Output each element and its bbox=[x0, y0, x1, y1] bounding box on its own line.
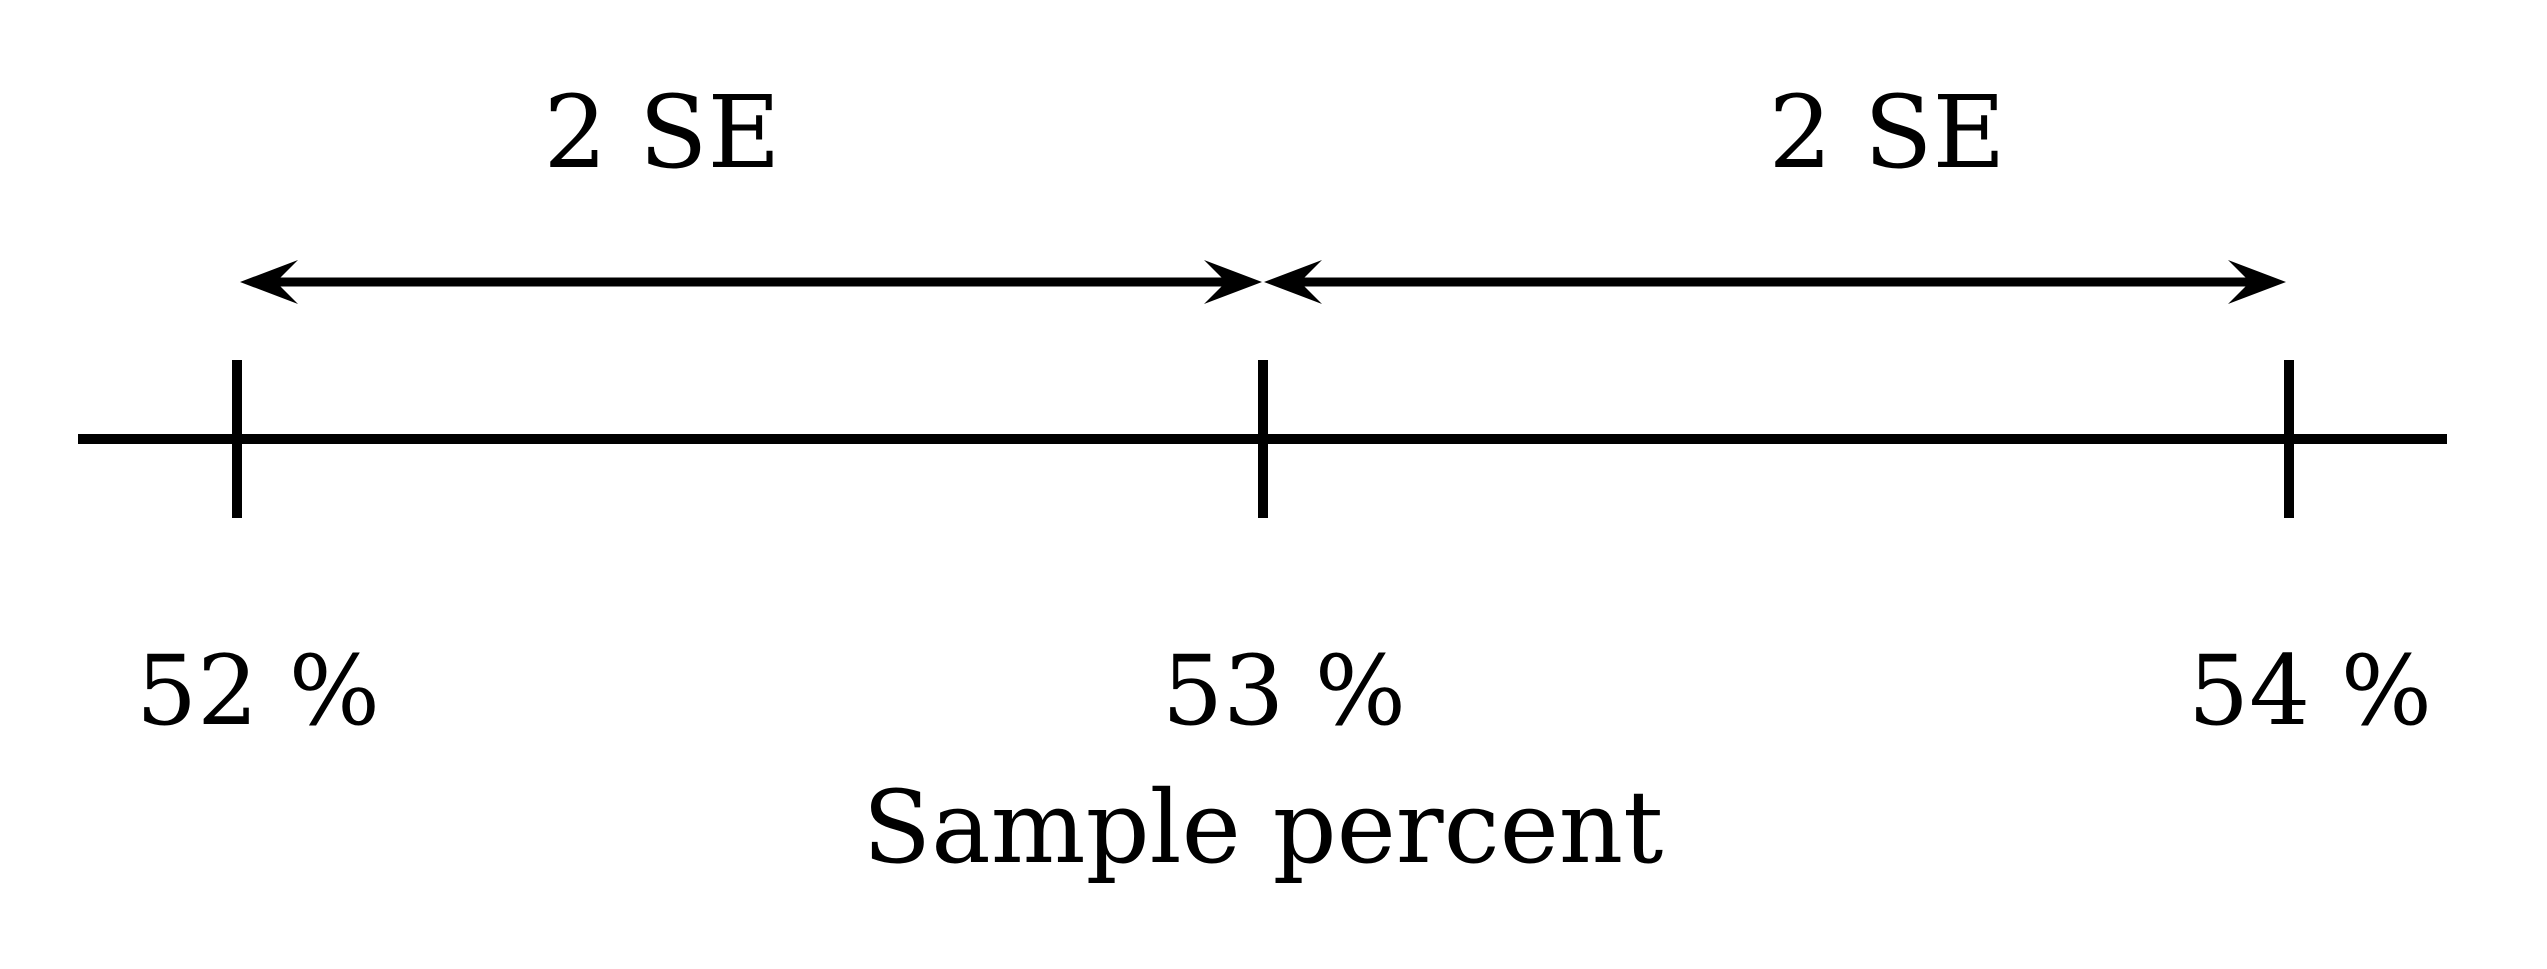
left-span-arrowhead-right bbox=[1204, 260, 1262, 304]
right-span-arrowhead-left bbox=[1264, 260, 1322, 304]
tick-label-54: 54 % bbox=[2188, 635, 2432, 747]
left-span-arrow bbox=[240, 260, 1262, 304]
right-span-label: 2 SE bbox=[1769, 74, 2006, 191]
left-span-label: 2 SE bbox=[544, 74, 781, 191]
right-span-arrowhead-right bbox=[2228, 260, 2286, 304]
tick-label-52: 52 % bbox=[136, 635, 380, 747]
left-span-arrowhead-left bbox=[240, 260, 298, 304]
tick-label-53: 53 % bbox=[1162, 635, 1406, 747]
right-span-arrow bbox=[1264, 260, 2286, 304]
axis-title: Sample percent bbox=[863, 769, 1664, 886]
